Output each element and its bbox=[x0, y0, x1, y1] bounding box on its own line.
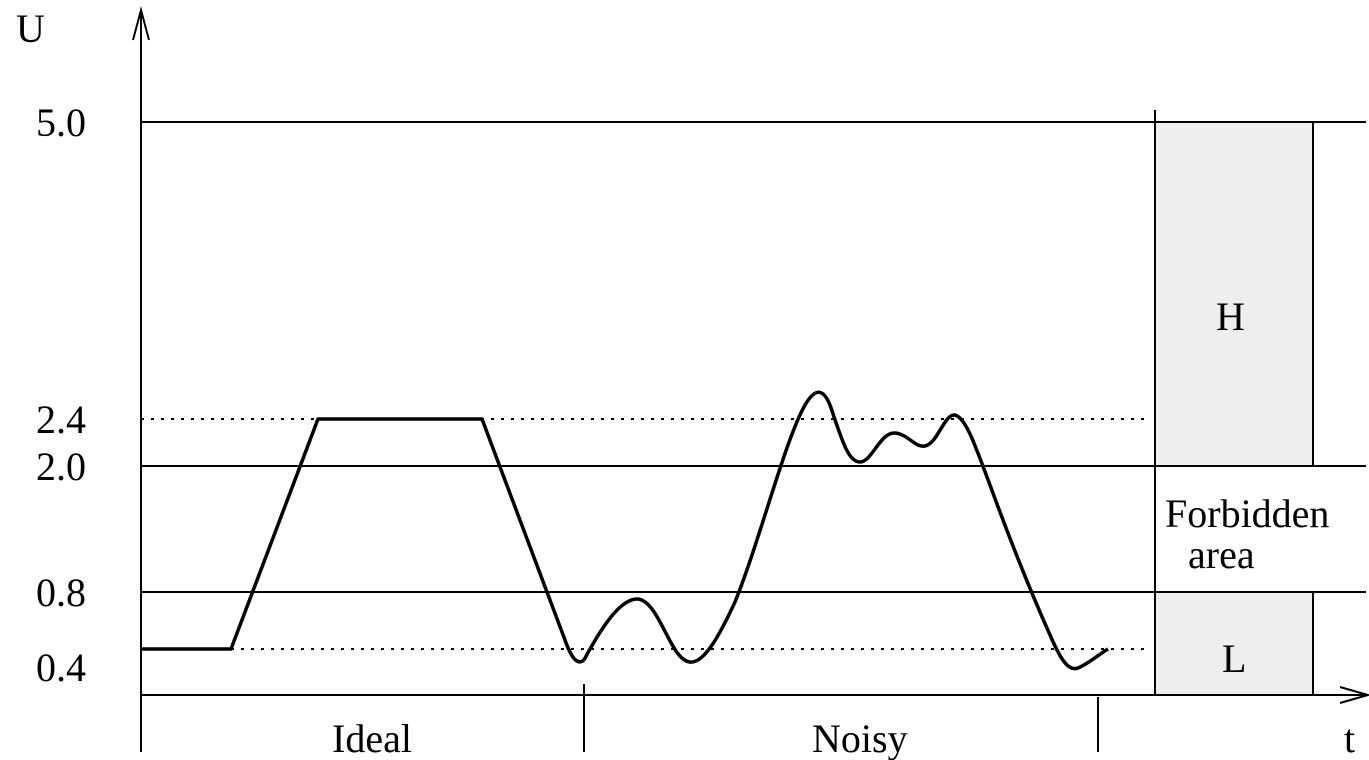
noisy-signal-waveform bbox=[582, 390, 1109, 671]
level-bands: H Forbidden area L bbox=[1154, 110, 1329, 696]
section-label-ideal: Ideal bbox=[332, 716, 412, 760]
tick-label-5-0: 5.0 bbox=[36, 100, 86, 145]
high-band-label: H bbox=[1216, 294, 1245, 339]
forbidden-area-label-line2: area bbox=[1188, 532, 1255, 577]
tick-label-0-8: 0.8 bbox=[36, 570, 86, 615]
low-band-label: L bbox=[1222, 636, 1246, 681]
x-axis-label: t bbox=[1344, 716, 1355, 760]
y-axis bbox=[132, 6, 150, 752]
high-band bbox=[1154, 121, 1314, 467]
tick-label-0-4: 0.4 bbox=[36, 645, 86, 690]
section-label-noisy: Noisy bbox=[812, 716, 908, 760]
tick-label-2-0: 2.0 bbox=[36, 444, 86, 489]
y-axis-label: U bbox=[16, 6, 45, 51]
y-axis-arrowhead bbox=[132, 6, 150, 41]
x-axis-arrowhead bbox=[1339, 686, 1369, 704]
tick-label-2-4: 2.4 bbox=[36, 397, 86, 442]
low-band bbox=[1154, 591, 1314, 696]
forbidden-area-label-line1: Forbidden bbox=[1165, 491, 1329, 536]
ideal-signal-waveform bbox=[141, 417, 586, 664]
